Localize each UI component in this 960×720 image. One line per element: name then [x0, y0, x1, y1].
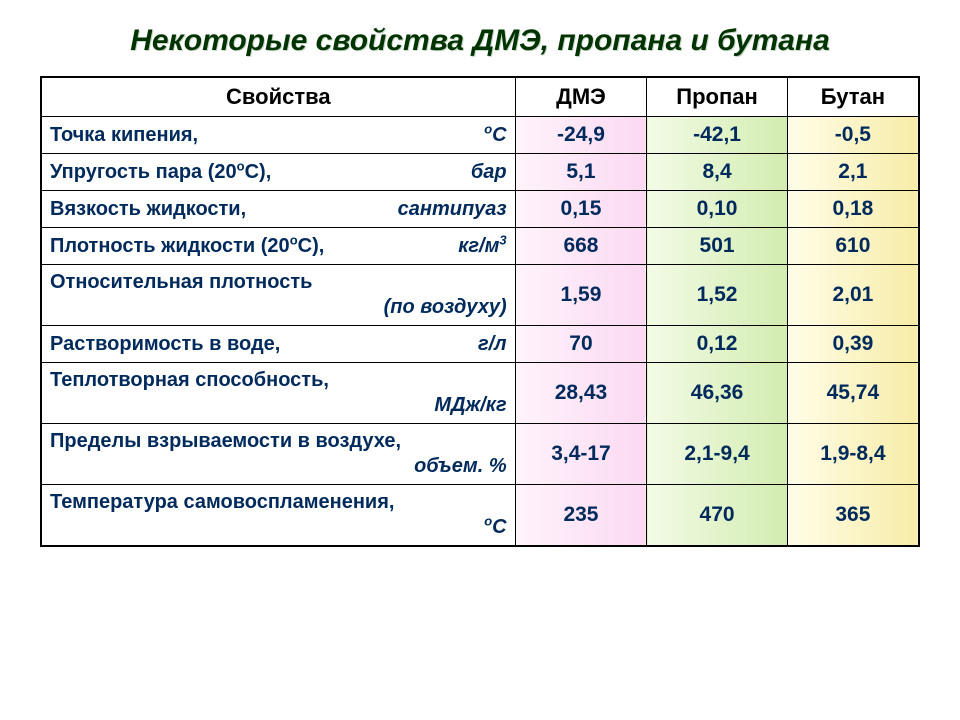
property-cell: Теплотворная способность,МДж/кг	[41, 363, 515, 424]
table-row: Относительная плотность(по воздуху)1,591…	[41, 265, 919, 326]
value-propane: -42,1	[647, 117, 787, 154]
value-propane: 2,1-9,4	[647, 424, 787, 485]
property-cell: Растворимость в воде, г/л	[41, 326, 515, 363]
value-dme: 5,1	[515, 154, 647, 191]
page-title: Некоторые свойства ДМЭ, пропана и бутана	[40, 24, 920, 58]
table-row: Вязкость жидкости, сантипуаз 0,150,100,18	[41, 191, 919, 228]
property-name: Температура самовоспламенения,	[50, 491, 394, 514]
value-dme: -24,9	[515, 117, 647, 154]
value-butane: 365	[787, 485, 919, 547]
value-dme: 1,59	[515, 265, 647, 326]
property-unit-line2: (по воздуху)	[50, 296, 507, 319]
property-unit: кг/м3	[458, 235, 506, 258]
property-unit-line2: объем. %	[50, 455, 507, 478]
property-cell: Плотность жидкости (20oС), кг/м3	[41, 228, 515, 265]
value-butane: 0,18	[787, 191, 919, 228]
value-butane: 1,9-8,4	[787, 424, 919, 485]
value-propane: 0,12	[647, 326, 787, 363]
property-name: Вязкость жидкости,	[50, 198, 246, 221]
value-propane: 8,4	[647, 154, 787, 191]
table-row: Температура самовоспламенения,oС23547036…	[41, 485, 919, 547]
value-propane: 501	[647, 228, 787, 265]
property-cell: Температура самовоспламенения,oС	[41, 485, 515, 547]
col-header-dme: ДМЭ	[515, 77, 647, 117]
table-row: Пределы взрываемости в воздухе,объем. %3…	[41, 424, 919, 485]
col-header-butane: Бутан	[787, 77, 919, 117]
property-cell: Вязкость жидкости, сантипуаз	[41, 191, 515, 228]
value-propane: 46,36	[647, 363, 787, 424]
property-name: Растворимость в воде,	[50, 333, 280, 356]
property-unit: oС	[484, 124, 506, 147]
property-unit: г/л	[478, 333, 507, 356]
table-header-row: Свойства ДМЭ Пропан Бутан	[41, 77, 919, 117]
property-cell: Относительная плотность(по воздуху)	[41, 265, 515, 326]
properties-table: Свойства ДМЭ Пропан Бутан Точка кипения,…	[40, 76, 920, 547]
value-propane: 0,10	[647, 191, 787, 228]
property-unit: бар	[471, 161, 507, 184]
property-name: Упругость пара (20oС),	[50, 161, 271, 184]
value-dme: 0,15	[515, 191, 647, 228]
value-butane: 610	[787, 228, 919, 265]
page: Некоторые свойства ДМЭ, пропана и бутана…	[0, 0, 960, 720]
col-header-propane: Пропан	[647, 77, 787, 117]
value-propane: 1,52	[647, 265, 787, 326]
value-propane: 470	[647, 485, 787, 547]
table-row: Теплотворная способность,МДж/кг28,4346,3…	[41, 363, 919, 424]
value-butane: 45,74	[787, 363, 919, 424]
value-butane: 2,1	[787, 154, 919, 191]
property-name: Точка кипения,	[50, 124, 198, 147]
value-butane: 2,01	[787, 265, 919, 326]
value-butane: -0,5	[787, 117, 919, 154]
col-header-properties: Свойства	[41, 77, 515, 117]
value-dme: 70	[515, 326, 647, 363]
value-dme: 668	[515, 228, 647, 265]
property-name: Теплотворная способность,	[50, 369, 329, 392]
property-name: Плотность жидкости (20oС),	[50, 235, 324, 258]
table-row: Плотность жидкости (20oС), кг/м3 668501610	[41, 228, 919, 265]
property-cell: Пределы взрываемости в воздухе,объем. %	[41, 424, 515, 485]
value-butane: 0,39	[787, 326, 919, 363]
table-body: Точка кипения,oС-24,9-42,1-0,5Упругость …	[41, 117, 919, 547]
property-cell: Упругость пара (20oС), бар	[41, 154, 515, 191]
table-row: Точка кипения, oС -24,9-42,1-0,5	[41, 117, 919, 154]
value-dme: 235	[515, 485, 647, 547]
property-name: Относительная плотность	[50, 271, 312, 294]
property-unit-line2: oС	[50, 516, 507, 539]
table-row: Упругость пара (20oС), бар 5,18,42,1	[41, 154, 919, 191]
property-cell: Точка кипения, oС	[41, 117, 515, 154]
table-row: Растворимость в воде, г/л 700,120,39	[41, 326, 919, 363]
property-unit-line2: МДж/кг	[50, 394, 507, 417]
property-name: Пределы взрываемости в воздухе,	[50, 430, 401, 453]
value-dme: 3,4-17	[515, 424, 647, 485]
value-dme: 28,43	[515, 363, 647, 424]
property-unit: сантипуаз	[398, 198, 507, 221]
